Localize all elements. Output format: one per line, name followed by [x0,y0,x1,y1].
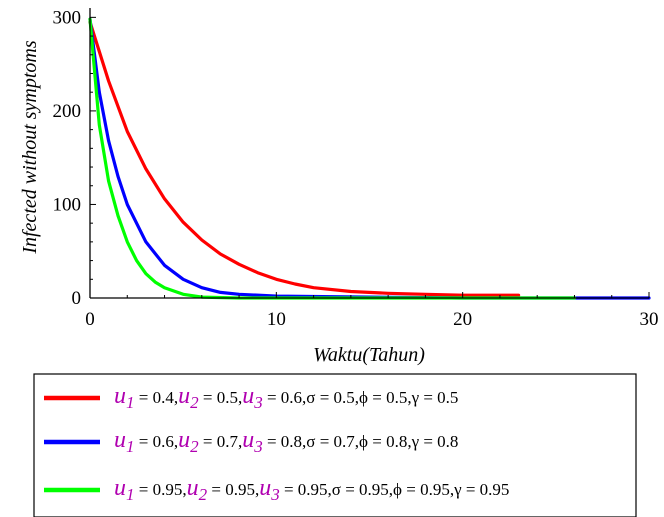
x-axis-label: Waktu(Tahun) [313,344,425,366]
legend-box [33,373,637,517]
x-axis: 0 10 20 30 [85,292,659,330]
legend-entry-2: u1 = 0.6,u2 = 0.7,u3 = 0.8,σ = 0.7,ϕ = 0… [114,427,458,456]
x-tick-label: 10 [267,309,286,330]
plot-area [88,17,651,300]
x-tick-label: 0 [85,309,95,330]
y-tick-label: 200 [53,101,82,122]
legend-entry-1: u1 = 0.4,u2 = 0.5,u3 = 0.6,σ = 0.5,ϕ = 0… [114,383,458,412]
x-tick-label: 20 [453,309,472,330]
legend: u1 = 0.4,u2 = 0.5,u3 = 0.6,σ = 0.5,ϕ = 0… [33,373,637,517]
y-tick-label: 300 [53,7,82,28]
y-axis: 0 100 200 300 [53,7,96,309]
y-axis-label: Infected without symptoms [19,40,41,255]
x-tick-label: 30 [640,309,659,330]
series-line-3 [88,17,577,300]
series-line-1 [88,20,521,297]
legend-entry-3: u1 = 0.95,u2 = 0.95,u3 = 0.95,σ = 0.95,ϕ… [114,475,509,504]
series-line-2 [88,17,651,300]
y-tick-label: 0 [72,288,82,309]
y-tick-label: 100 [53,194,82,215]
